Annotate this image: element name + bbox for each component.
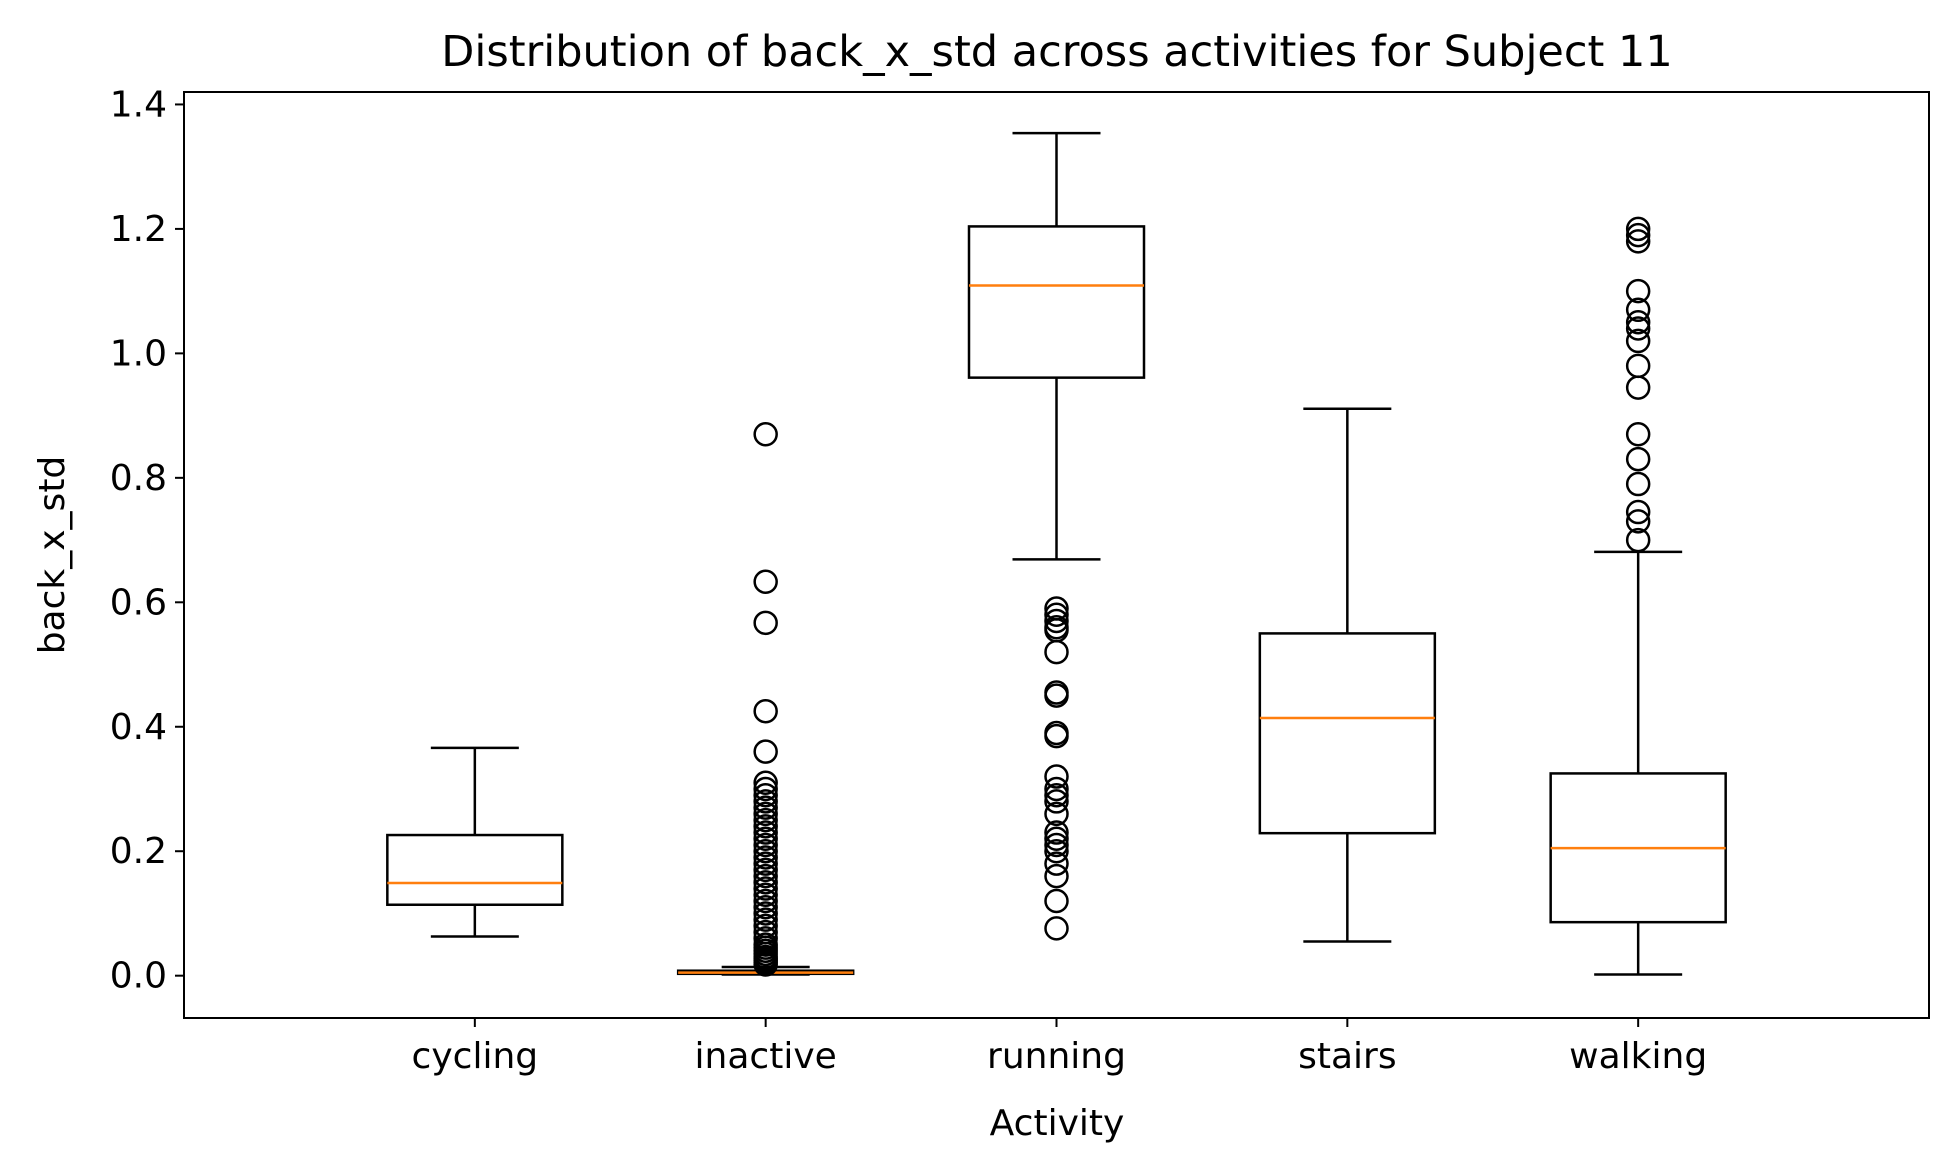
outlier-point <box>753 876 778 901</box>
outlier-point <box>1044 826 1069 852</box>
x-tick-label: running <box>987 1036 1126 1077</box>
outlier-point <box>753 770 778 796</box>
outlier-point <box>1044 776 1069 802</box>
y-tick-label: 0.0 <box>110 956 167 997</box>
outlier-point <box>1044 851 1069 876</box>
outlier-point <box>1044 801 1069 827</box>
outlier-point <box>753 782 778 808</box>
outlier-point <box>1044 764 1069 789</box>
outlier-point <box>753 795 778 820</box>
x-tick-label: cycling <box>412 1036 539 1077</box>
outlier-point <box>753 857 778 883</box>
outlier-point <box>1625 222 1651 248</box>
outlier-point <box>1044 838 1069 864</box>
outlier-point <box>753 814 778 839</box>
y-tick-label: 0.4 <box>110 707 167 748</box>
outlier-point <box>1625 509 1651 534</box>
outlier-point <box>1625 375 1651 400</box>
outlier-point <box>753 870 778 895</box>
outlier-point <box>1625 316 1651 341</box>
outlier-point <box>753 801 778 827</box>
y-tick-label: 1.4 <box>110 84 167 125</box>
outlier-point <box>1044 782 1069 808</box>
outlier-point <box>753 863 778 889</box>
x-axis-label: Activity <box>990 1103 1125 1144</box>
box <box>1258 632 1437 835</box>
box <box>386 833 564 906</box>
outlier-point <box>753 422 778 447</box>
outlier-point <box>753 901 778 926</box>
outlier-point <box>1625 297 1651 323</box>
outlier-point <box>1044 820 1069 845</box>
outlier-point <box>753 845 778 870</box>
outlier-point <box>1044 723 1069 749</box>
outlier-point <box>753 851 778 876</box>
outlier-point <box>1625 422 1651 447</box>
y-axis-label: back_x_std <box>32 456 73 655</box>
outlier-point <box>1044 888 1069 914</box>
outlier-point <box>1044 602 1069 627</box>
outlier-point <box>1625 471 1651 497</box>
outlier-point <box>753 610 778 636</box>
outlier-point <box>1625 229 1651 254</box>
outlier-point <box>753 569 778 595</box>
outlier-point <box>753 807 778 833</box>
chart-title: Distribution of back_x_std across activi… <box>441 27 1672 77</box>
box <box>967 225 1146 379</box>
outlier-point <box>753 776 778 802</box>
outlier-point <box>1625 499 1651 525</box>
outlier-point <box>1044 916 1069 941</box>
x-tick-label: walking <box>1569 1036 1707 1077</box>
outlier-point <box>753 826 778 852</box>
outlier-point <box>753 888 778 914</box>
outlier-point <box>753 789 778 814</box>
outlier-point <box>753 832 778 858</box>
outlier-point <box>753 907 778 932</box>
x-tick-label: inactive <box>695 1036 837 1077</box>
plot-frame <box>183 91 1930 1019</box>
y-tick-label: 0.8 <box>110 458 167 499</box>
y-tick-label: 0.2 <box>110 831 167 872</box>
outlier-point <box>1625 216 1651 242</box>
outlier-point <box>753 739 778 764</box>
outlier-point <box>1625 278 1651 304</box>
outlier-point <box>1625 527 1651 553</box>
outlier-point <box>1044 789 1069 814</box>
y-tick-label: 0.6 <box>110 582 167 623</box>
x-tick-label: stairs <box>1298 1036 1397 1077</box>
plot-area: 0.0 0.2 0.4 0.6 0.8 1.0 1.2 1.4 cycling inactive r… <box>110 84 1727 1077</box>
outlier-point <box>753 894 778 920</box>
outlier-point <box>753 952 778 977</box>
outlier-point <box>1044 608 1069 634</box>
y-tick-label: 1.0 <box>110 333 167 374</box>
outlier-point <box>1625 328 1651 354</box>
outlier-point <box>753 838 778 864</box>
outlier-point <box>1044 832 1069 858</box>
outlier-point <box>1044 639 1069 665</box>
outlier-point <box>1625 446 1651 472</box>
outlier-point <box>1625 310 1651 335</box>
outlier-point <box>1044 863 1069 889</box>
y-tick-label: 1.2 <box>110 209 167 250</box>
outlier-point <box>753 882 778 908</box>
outlier-point <box>753 820 778 845</box>
outlier-point <box>753 698 778 724</box>
outlier-point <box>1044 683 1069 708</box>
